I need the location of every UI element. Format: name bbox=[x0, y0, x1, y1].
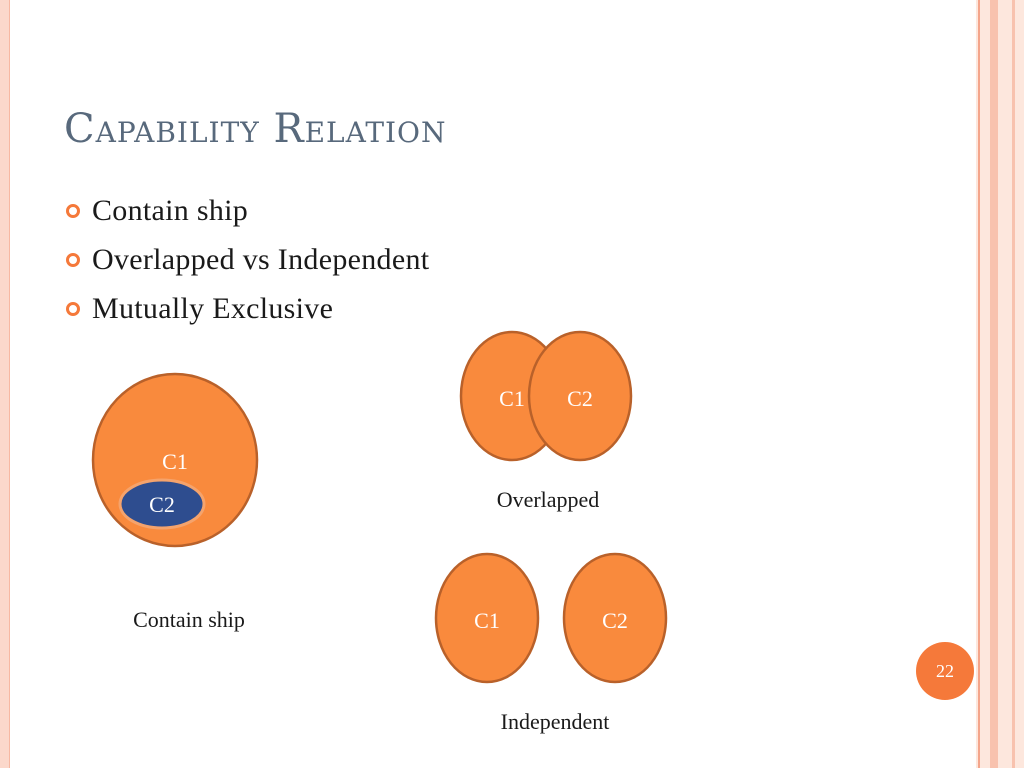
overlapped-caption: Overlapped bbox=[497, 487, 600, 512]
independent-right-ellipse bbox=[562, 552, 668, 684]
overlapped-group: C1 C2 Overlapped bbox=[459, 330, 633, 512]
independent-right-label: C2 bbox=[602, 608, 628, 633]
bullet-item: Mutually Exclusive bbox=[66, 284, 429, 333]
contain-inner-ellipse bbox=[118, 478, 206, 530]
contain-outer-label: C1 bbox=[162, 449, 188, 474]
overlapped-right-label: C2 bbox=[567, 386, 593, 411]
contain-inner-label: C2 bbox=[149, 492, 175, 517]
overlapped-left-label: C1 bbox=[499, 386, 525, 411]
independent-left-label: C1 bbox=[474, 608, 500, 633]
bullet-item: Overlapped vs Independent bbox=[66, 235, 429, 284]
bullet-item: Contain ship bbox=[66, 186, 429, 235]
circle-bullet-icon bbox=[66, 301, 80, 316]
independent-left-ellipse bbox=[434, 552, 540, 684]
overlapped-right-ellipse bbox=[527, 330, 633, 462]
circle-bullet-icon bbox=[66, 203, 80, 218]
right-frame-line bbox=[1012, 0, 1015, 768]
independent-group: C1 C2 Independent bbox=[434, 552, 668, 734]
bullet-text: Contain ship bbox=[92, 193, 249, 227]
bullet-text: Overlapped vs Independent bbox=[92, 242, 430, 276]
right-frame-band bbox=[976, 0, 1024, 768]
slide-title: Capability Relation bbox=[64, 106, 447, 152]
left-frame-bar bbox=[0, 0, 10, 768]
contain-group: C1 C2 Contain ship bbox=[91, 372, 259, 632]
right-frame-line bbox=[978, 0, 980, 768]
bullet-list: Contain ship Overlapped vs Independent M… bbox=[66, 186, 429, 333]
right-frame-line bbox=[990, 0, 998, 768]
circle-bullet-icon bbox=[66, 252, 80, 267]
page-number-badge: 22 bbox=[916, 642, 974, 700]
contain-caption: Contain ship bbox=[133, 607, 245, 632]
bullet-text: Mutually Exclusive bbox=[92, 291, 334, 325]
independent-caption: Independent bbox=[501, 709, 610, 734]
